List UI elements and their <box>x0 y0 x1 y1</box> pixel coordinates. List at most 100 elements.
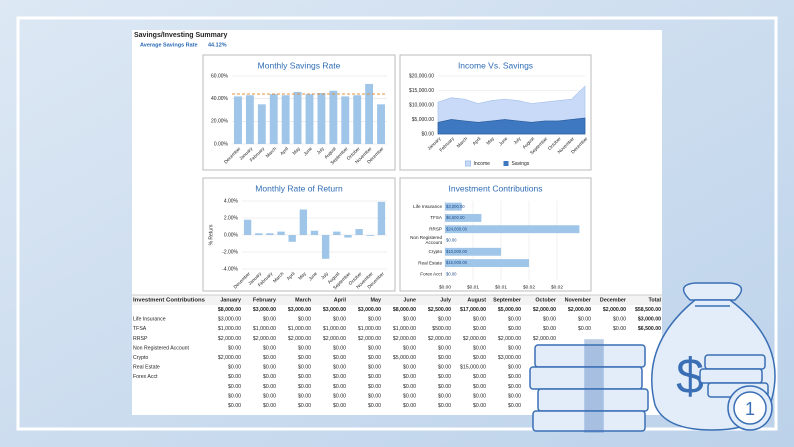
table-cell: $2,000.00 <box>253 336 276 342</box>
svg-text:1: 1 <box>745 399 755 419</box>
table-cell: $1,000.00 <box>393 326 416 332</box>
table-cell: $2,000.00 <box>568 307 591 313</box>
table-cell: $0.00 <box>333 345 346 351</box>
y-tick-label: Life Insurance <box>413 204 442 209</box>
table-header: September <box>493 297 522 303</box>
y-tick-label: 4.00% <box>224 198 239 204</box>
table-cell: $0.00 <box>438 393 451 399</box>
table-cell: $0.00 <box>368 345 381 351</box>
y-tick-label: $20,000.00 <box>409 73 434 79</box>
table-cell: $0.00 <box>543 326 556 332</box>
table-cell: $0.00 <box>333 403 346 409</box>
table-cell: $2,000.00 <box>463 336 486 342</box>
bar <box>321 235 330 259</box>
table-cell: $1,000.00 <box>218 326 241 332</box>
bar <box>317 93 326 144</box>
table-cell: $0.00 <box>298 393 311 399</box>
table-cell: $0.00 <box>298 365 311 371</box>
table-cell: $0.00 <box>368 365 381 371</box>
table-cell: $0.00 <box>228 384 241 390</box>
table-header: July <box>440 297 451 303</box>
x-tick-label: June <box>307 271 318 282</box>
table-cell: $0.00 <box>473 393 486 399</box>
y-tick-label: Crypto <box>428 249 442 254</box>
bar <box>365 83 374 144</box>
table-cell: $3,000.00 <box>358 307 381 313</box>
table-cell: $0.00 <box>473 317 486 323</box>
bar <box>288 235 296 242</box>
bar <box>305 94 314 144</box>
table-cell: $0.00 <box>508 317 521 323</box>
y-tick-label: -2.00% <box>222 249 238 255</box>
table-cell: $0.00 <box>263 393 276 399</box>
y-tick-label: Non Registered Account <box>410 235 443 245</box>
table-cell: $0.00 <box>508 365 521 371</box>
x-tick-label: $0.01 <box>467 284 479 290</box>
table-cell: $3,000.00 <box>323 307 346 313</box>
table-cell: $0.00 <box>403 365 416 371</box>
table-header-bg <box>132 295 662 306</box>
bar <box>281 95 290 144</box>
value-label: $15,000.00 <box>446 260 468 265</box>
table-cell: $0.00 <box>228 345 241 351</box>
table-cell: $0.00 <box>508 403 521 409</box>
table-cell: $15,000.00 <box>460 365 486 371</box>
bar <box>310 230 319 235</box>
table-cell: $0.00 <box>298 374 311 380</box>
value-label: $6,500.00 <box>446 215 465 220</box>
table-cell: $0.00 <box>438 365 451 371</box>
table-cell: $8,000.00 <box>393 307 416 313</box>
table-cell: $0.00 <box>263 403 276 409</box>
x-tick-label: July <box>320 271 330 281</box>
table-cell: $0.00 <box>368 393 381 399</box>
table-cell: $0.00 <box>368 374 381 380</box>
chart-title: Monthly Rate of Return <box>255 183 343 193</box>
table-cell: $0.00 <box>263 317 276 323</box>
table-cell: $0.00 <box>403 317 416 323</box>
x-tick-label: May <box>485 136 495 146</box>
table-cell: $2,000.00 <box>428 336 451 342</box>
table-cell: $0.00 <box>613 326 626 332</box>
x-tick-label: May <box>291 146 301 156</box>
table-header: May <box>371 297 382 303</box>
bar <box>445 259 529 268</box>
x-tick-label: $0.02 <box>523 284 535 290</box>
bar <box>445 225 580 234</box>
bar <box>277 231 285 235</box>
table-cell: $3,000.00 <box>253 307 276 313</box>
table-cell: $0.00 <box>438 403 451 409</box>
table-cell: $2,000.00 <box>288 336 311 342</box>
table-cell: $0.00 <box>333 355 346 361</box>
bar <box>333 231 341 235</box>
table-header: April <box>334 297 347 303</box>
table-cell: $2,500.00 <box>428 307 451 313</box>
table-cell: $0.00 <box>508 345 521 351</box>
table-cell: $0.00 <box>368 355 381 361</box>
table-cell: Non Registered Account <box>133 345 190 351</box>
x-tick-label: April <box>286 271 296 281</box>
table-cell: $0.00 <box>333 365 346 371</box>
table-cell: RRSP <box>133 336 148 342</box>
chart-title: Monthly Savings Rate <box>258 60 341 70</box>
x-tick-label: July <box>316 146 326 156</box>
table-cell: Crypto <box>133 355 148 361</box>
chart-frame <box>202 177 396 292</box>
bar <box>257 104 266 144</box>
table-cell: $0.00 <box>263 345 276 351</box>
table-cell: $0.00 <box>438 355 451 361</box>
x-tick-label: May <box>297 271 307 281</box>
y-axis-label: % Return <box>208 224 214 245</box>
table-cell: $0.00 <box>228 365 241 371</box>
bar <box>353 95 362 144</box>
table-cell: $2,000.00 <box>218 336 241 342</box>
table-cell: $0.00 <box>578 326 591 332</box>
table-cell: Real Estate <box>133 365 160 371</box>
bar <box>255 233 263 235</box>
table-cell: $0.00 <box>368 317 381 323</box>
bar <box>266 233 274 235</box>
table-cell: $0.00 <box>228 374 241 380</box>
table-cell: $0.00 <box>438 384 451 390</box>
bar <box>234 96 242 144</box>
bar <box>355 229 363 235</box>
table-cell: Life Insurance <box>133 317 166 323</box>
